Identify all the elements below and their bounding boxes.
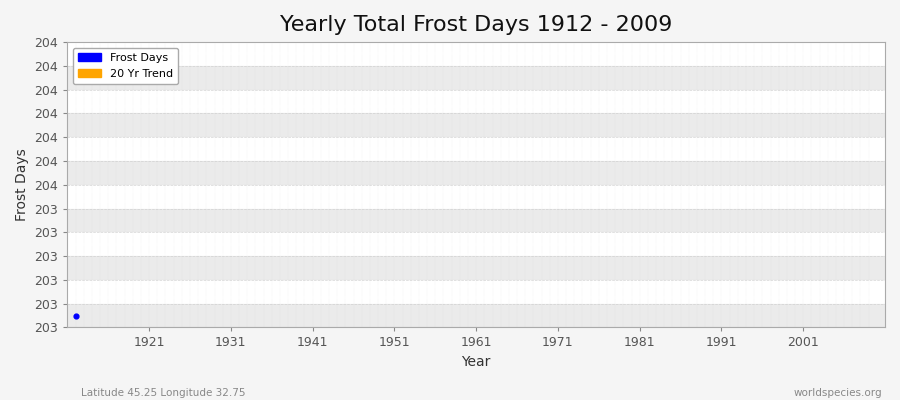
Bar bbox=[68, 137, 885, 161]
Title: Yearly Total Frost Days 1912 - 2009: Yearly Total Frost Days 1912 - 2009 bbox=[280, 15, 672, 35]
Bar bbox=[68, 185, 885, 208]
Bar bbox=[68, 280, 885, 304]
Bar bbox=[68, 304, 885, 328]
Bar bbox=[68, 232, 885, 256]
Y-axis label: Frost Days: Frost Days bbox=[15, 148, 29, 221]
Bar bbox=[68, 208, 885, 232]
Bar bbox=[68, 66, 885, 90]
Bar bbox=[68, 114, 885, 137]
Bar bbox=[68, 256, 885, 280]
Bar bbox=[68, 90, 885, 114]
Legend: Frost Days, 20 Yr Trend: Frost Days, 20 Yr Trend bbox=[73, 48, 178, 84]
X-axis label: Year: Year bbox=[462, 355, 490, 369]
Bar bbox=[68, 42, 885, 66]
Point bbox=[68, 312, 83, 319]
Text: worldspecies.org: worldspecies.org bbox=[794, 388, 882, 398]
Text: Latitude 45.25 Longitude 32.75: Latitude 45.25 Longitude 32.75 bbox=[81, 388, 246, 398]
Bar bbox=[68, 161, 885, 185]
